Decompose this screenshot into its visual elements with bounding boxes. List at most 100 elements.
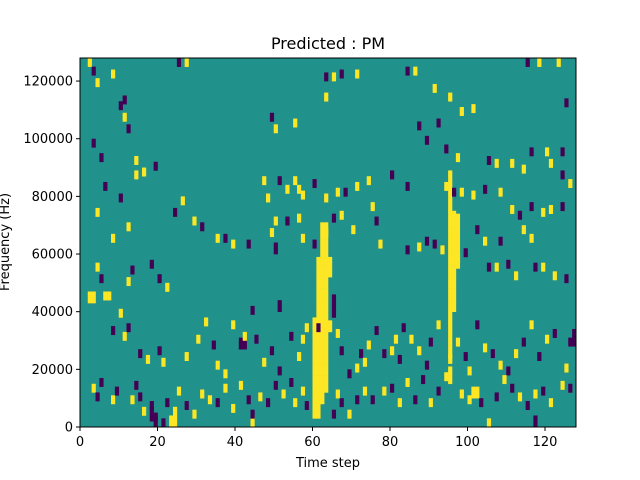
heatmap-cell bbox=[444, 372, 449, 376]
heatmap-cell bbox=[390, 352, 395, 356]
heatmap-cell bbox=[424, 360, 430, 364]
heatmap-cell bbox=[161, 360, 166, 364]
heatmap-cell bbox=[467, 398, 472, 402]
heatmap-cell bbox=[196, 337, 201, 341]
heatmap-cell bbox=[552, 328, 557, 333]
heatmap-cell bbox=[122, 101, 127, 105]
heatmap-cell bbox=[273, 130, 278, 134]
heatmap-cell bbox=[510, 161, 515, 165]
heatmap-cell bbox=[560, 170, 565, 174]
heatmap-band-cell bbox=[448, 303, 453, 307]
heatmap-band-cell bbox=[475, 395, 480, 399]
heatmap-band-cell bbox=[87, 294, 92, 298]
heatmap-cell bbox=[200, 389, 205, 393]
heatmap-cell bbox=[173, 210, 178, 214]
heatmap-band-cell bbox=[448, 271, 453, 275]
heatmap-cell bbox=[452, 233, 457, 238]
heatmap-band-cell bbox=[320, 225, 325, 229]
heatmap-band-cell bbox=[320, 279, 325, 284]
heatmap-cell bbox=[91, 141, 96, 145]
heatmap-cell bbox=[525, 401, 530, 405]
heatmap-band-cell bbox=[250, 418, 255, 422]
heatmap-cell bbox=[405, 383, 410, 387]
heatmap-cell bbox=[444, 144, 449, 148]
heatmap-cell bbox=[568, 389, 573, 393]
heatmap-band-cell bbox=[328, 271, 333, 275]
heatmap-cell bbox=[231, 242, 236, 246]
heatmap-cell bbox=[541, 265, 546, 269]
heatmap-cell bbox=[548, 158, 554, 163]
heatmap-band-cell bbox=[320, 363, 325, 367]
x-tick-label: 120 bbox=[533, 435, 558, 450]
heatmap-cell bbox=[165, 285, 170, 289]
heatmap-cell bbox=[331, 213, 337, 217]
heatmap-band-cell bbox=[320, 256, 325, 261]
heatmap-cell bbox=[552, 274, 557, 278]
heatmap-band-cell bbox=[448, 213, 453, 217]
heatmap-cell bbox=[269, 349, 275, 353]
heatmap-band-cell bbox=[173, 421, 178, 425]
heatmap-cell bbox=[111, 401, 116, 405]
heatmap-band-cell bbox=[320, 239, 325, 243]
heatmap-cell bbox=[316, 323, 321, 327]
heatmap-cell bbox=[87, 60, 92, 65]
heatmap-band-cell bbox=[324, 323, 329, 327]
heatmap-band-cell bbox=[320, 274, 325, 278]
heatmap-band-cell bbox=[324, 386, 329, 390]
heatmap-cell bbox=[486, 156, 492, 160]
heatmap-band-cell bbox=[312, 383, 317, 387]
heatmap-cell bbox=[355, 369, 360, 373]
heatmap-cell bbox=[138, 352, 143, 356]
heatmap-cell bbox=[428, 337, 433, 341]
heatmap-band-cell bbox=[452, 305, 457, 310]
heatmap-cell bbox=[568, 181, 573, 186]
heatmap-cell bbox=[242, 331, 247, 336]
heatmap-cell bbox=[335, 328, 340, 333]
heatmap-band-cell bbox=[312, 395, 317, 399]
heatmap-cell bbox=[459, 107, 464, 111]
heatmap-band-cell bbox=[448, 207, 453, 212]
heatmap-cell bbox=[312, 346, 317, 350]
heatmap-cell bbox=[285, 187, 290, 191]
heatmap-cell bbox=[238, 346, 244, 350]
heatmap-cell bbox=[231, 323, 236, 327]
heatmap-cell bbox=[269, 115, 275, 119]
heatmap-cell bbox=[231, 245, 236, 249]
heatmap-band-cell bbox=[320, 314, 325, 318]
heatmap-cell bbox=[273, 383, 278, 387]
heatmap-band-cell bbox=[312, 340, 317, 344]
x-axis: 0 20 40 60 80 100 120 bbox=[76, 427, 558, 450]
heatmap-cell bbox=[231, 403, 236, 408]
heatmap-cell bbox=[246, 242, 251, 246]
heatmap-band-cell bbox=[324, 383, 329, 387]
heatmap-band-cell bbox=[448, 268, 453, 272]
heatmap-cell bbox=[95, 398, 100, 402]
heatmap-cell bbox=[483, 346, 488, 350]
heatmap-band-cell bbox=[448, 377, 453, 382]
heatmap-cell bbox=[95, 78, 100, 82]
heatmap-band-cell bbox=[320, 254, 325, 258]
heatmap-cell bbox=[355, 398, 360, 402]
heatmap-cell bbox=[223, 383, 228, 387]
heatmap-cell bbox=[223, 236, 228, 240]
heatmap-cell bbox=[300, 340, 306, 344]
heatmap-cell bbox=[126, 282, 131, 287]
heatmap-cell bbox=[521, 228, 526, 232]
heatmap-cell bbox=[545, 150, 550, 154]
heatmap-cell bbox=[568, 383, 573, 387]
heatmap-cell bbox=[366, 176, 371, 180]
heatmap-band-cell bbox=[471, 395, 476, 399]
heatmap-cell bbox=[359, 354, 364, 359]
heatmap-cell bbox=[475, 230, 480, 235]
heatmap-cell bbox=[273, 124, 278, 128]
heatmap-cell bbox=[304, 328, 309, 333]
heatmap-cell bbox=[111, 236, 116, 240]
heatmap-cell bbox=[111, 331, 116, 336]
heatmap-band-cell bbox=[455, 228, 461, 232]
heatmap-cell bbox=[277, 176, 282, 180]
heatmap-cell bbox=[297, 187, 302, 191]
heatmap-cell bbox=[266, 403, 271, 408]
heatmap-cell bbox=[498, 366, 503, 370]
heatmap-cell bbox=[560, 383, 565, 387]
heatmap-cell bbox=[413, 395, 418, 399]
